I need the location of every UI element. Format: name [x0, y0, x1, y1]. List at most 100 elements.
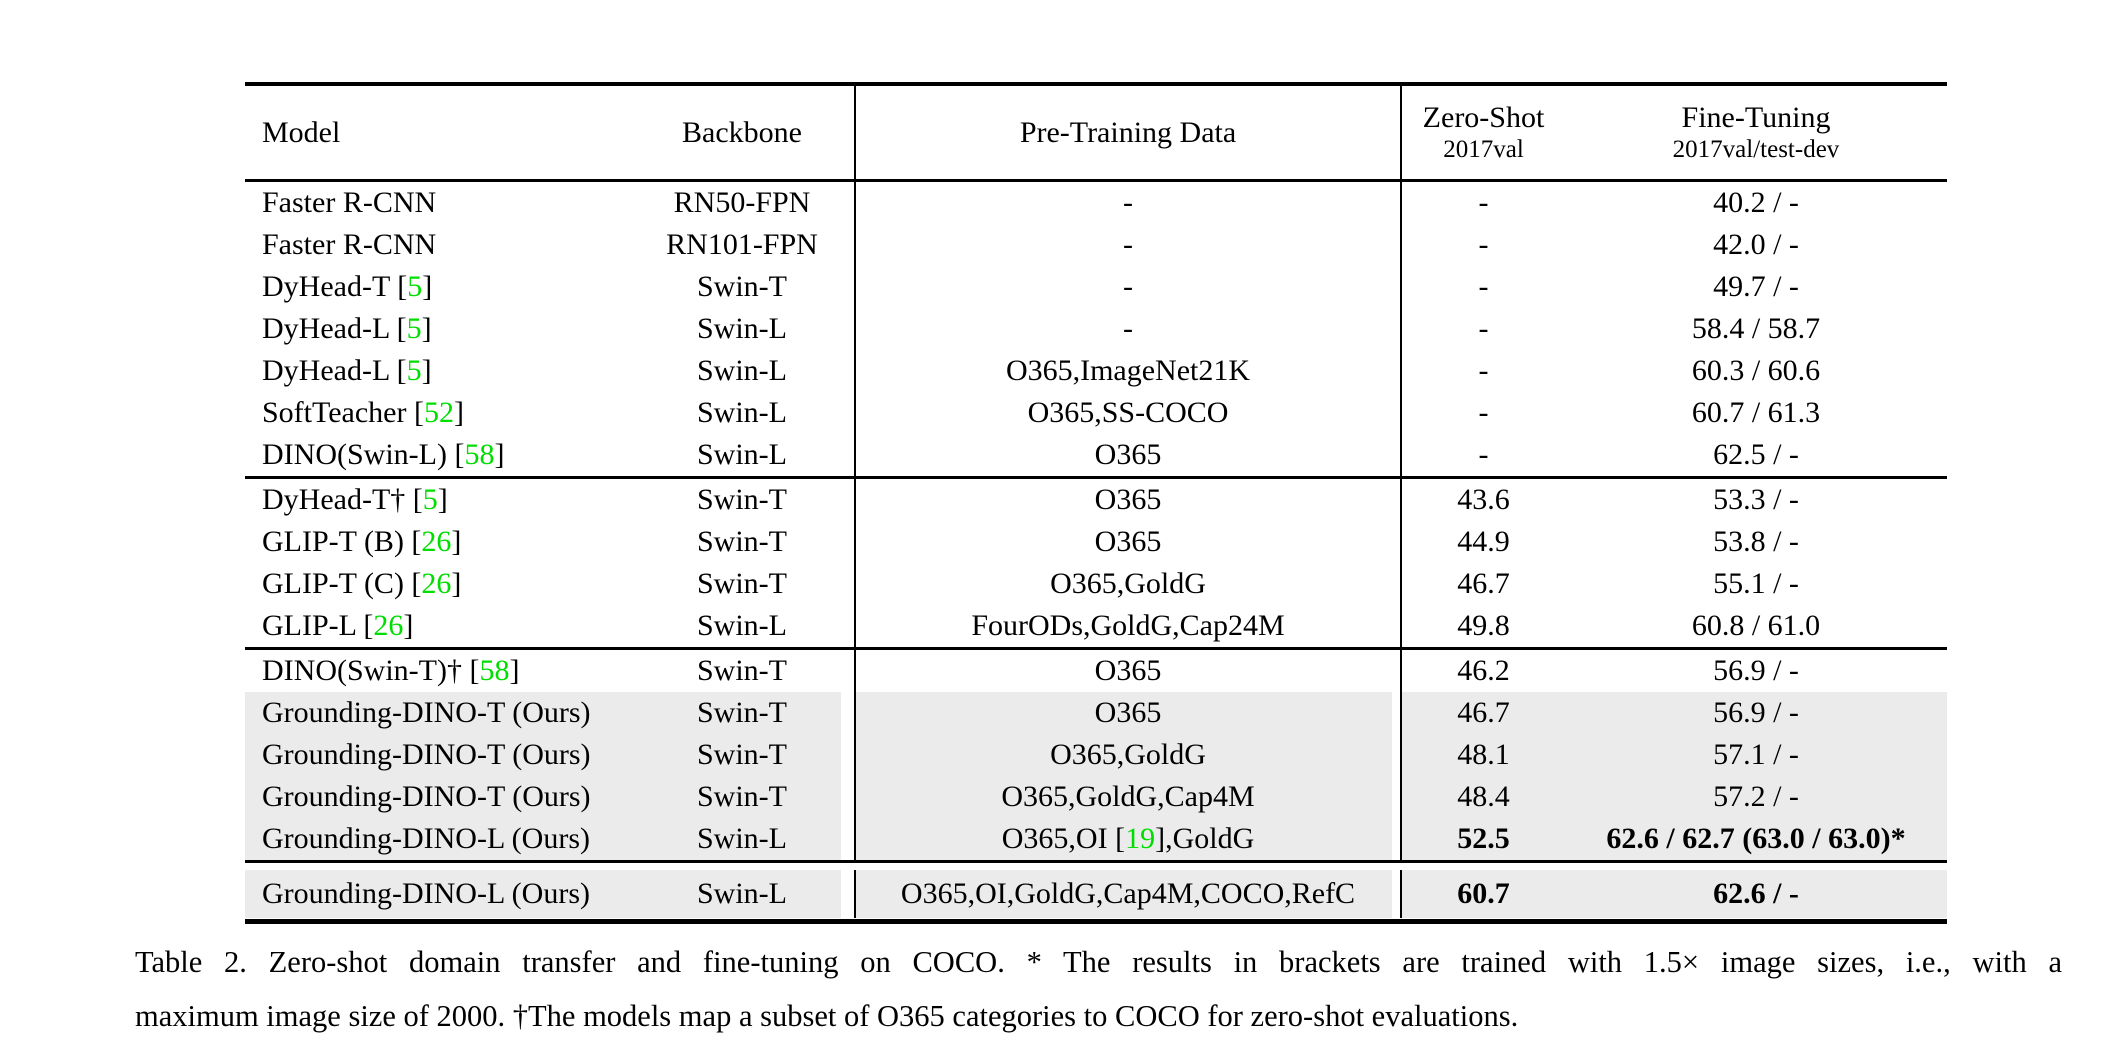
citation-link[interactable]: 5: [422, 483, 438, 516]
citation-link[interactable]: 5: [407, 270, 423, 303]
cell-model: Grounding-DINO-T (Ours): [245, 692, 630, 734]
cell-finetune: 57.2 / -: [1565, 776, 1947, 818]
cell-pretrain: O365,GoldG: [854, 563, 1400, 605]
cell-model: GLIP-L [26]: [262, 609, 414, 642]
cell-zeroshot: 48.1: [1400, 734, 1565, 776]
cell-backbone: Swin-T: [697, 654, 787, 687]
cell-model: DyHead-T† [5]: [262, 483, 448, 516]
table-row: GLIP-T (C) [26] Swin-T O365,GoldG 46.7 55.1 …: [245, 563, 1947, 605]
caption-line-1: Table 2. Zero-shot domain transfer and f…: [135, 945, 2062, 979]
cell-finetune: 42.0 / -: [1713, 228, 1799, 261]
cell-backbone: Swin-L: [697, 609, 787, 642]
cell-backbone: Swin-L: [630, 870, 854, 918]
table-row: DyHead-T [5] Swin-T - - 49.7 / -: [245, 266, 1947, 308]
cell-finetune: 62.5 / -: [1713, 438, 1799, 471]
table-row: Faster R-CNN RN50-FPN - - 40.2 / -: [245, 182, 1947, 224]
cell-model: DINO(Swin-T)† [58]: [262, 654, 520, 687]
citation-link[interactable]: 26: [421, 525, 452, 558]
cell-pretrain: O365: [854, 692, 1400, 734]
cell-zeroshot: 46.2: [1400, 650, 1565, 692]
col-header-zeroshot-subtitle: 2017val: [1443, 136, 1524, 164]
cell-backbone: Swin-T: [630, 734, 854, 776]
cell-model: DyHead-L [5]: [262, 354, 432, 387]
cell-model: GLIP-T (B) [26]: [262, 525, 462, 558]
cell-finetune: 56.9 / -: [1565, 692, 1947, 734]
table-row: Grounding-DINO-T (Ours) Swin-T O365,GoldG 4…: [245, 734, 1947, 776]
citation-link[interactable]: 58: [464, 438, 495, 471]
col-header-backbone: Backbone: [682, 115, 802, 149]
cell-model: DyHead-T [5]: [262, 270, 433, 303]
col-header-zeroshot: Zero-Shot 2017val: [1400, 86, 1565, 179]
cell-model: Grounding-DINO-L (Ours): [245, 870, 630, 918]
table-row: DyHead-L [5] Swin-L - - 58.4 / 58.7: [245, 308, 1947, 350]
table-group-3: DINO(Swin-T)† [58] Swin-T O365 46.2 56.9 / -…: [245, 647, 1947, 860]
cell-pretrain: -: [854, 266, 1400, 308]
table-group-4: Grounding-DINO-L (Ours) Swin-L O365,OI,Gol…: [245, 860, 1947, 919]
table-group-2: DyHead-T† [5] Swin-T O365 43.6 53.3 / - GLIP-…: [245, 476, 1947, 647]
cell-zeroshot: 46.7: [1400, 563, 1565, 605]
cell-backbone: Swin-L: [697, 438, 787, 471]
cell-backbone: Swin-T: [697, 270, 787, 303]
cell-finetune: 55.1 / -: [1713, 567, 1799, 600]
citation-link[interactable]: 52: [423, 396, 454, 429]
cell-zeroshot: -: [1400, 350, 1565, 392]
cell-zeroshot: -: [1400, 308, 1565, 350]
citation-link[interactable]: 26: [373, 609, 404, 642]
citation-link[interactable]: 58: [479, 654, 510, 687]
cell-finetune: 62.6 / 62.7 (63.0 / 63.0)*: [1565, 818, 1947, 860]
citation-link[interactable]: 5: [406, 354, 422, 387]
cell-finetune: 58.4 / 58.7: [1691, 312, 1821, 345]
col-header-finetune: Fine-Tuning 2017val/test-dev: [1565, 86, 1947, 179]
table-group-1: Faster R-CNN RN50-FPN - -40.2 / - Faster R-C…: [245, 182, 1947, 476]
cell-pretrain: -: [854, 224, 1400, 266]
cell-pretrain: O365,GoldG,Cap4M: [854, 776, 1400, 818]
table-row: DyHead-L [5] Swin-L O365,ImageNet21K - 60.3 …: [245, 350, 1947, 392]
table-row: SoftTeacher [52] Swin-L O365,SS-COCO - 60.7 …: [245, 392, 1947, 434]
cell-zeroshot: 60.7: [1400, 870, 1565, 918]
cell-zeroshot: 46.7: [1400, 692, 1565, 734]
cell-backbone: Swin-T: [630, 776, 854, 818]
citation-link[interactable]: 26: [421, 567, 452, 600]
cell-zeroshot: -: [1400, 434, 1565, 476]
cell-finetune: 57.1 / -: [1565, 734, 1947, 776]
table-row: GLIP-L [26] Swin-L FourODs,GoldG,Cap24M 49.…: [245, 605, 1947, 647]
table-row: DyHead-T† [5] Swin-T O365 43.6 53.3 / -: [245, 479, 1947, 521]
table-caption: Table 2. Zero-shot domain transfer and f…: [135, 935, 2062, 1043]
citation-link[interactable]: 19: [1125, 822, 1156, 855]
col-header-zeroshot-title: Zero-Shot: [1422, 101, 1545, 135]
cell-zeroshot: 49.8: [1400, 605, 1565, 647]
cell-pretrain: O365,OI,GoldG,Cap4M,COCO,RefC: [854, 870, 1400, 918]
cell-finetune: 62.6 / -: [1565, 870, 1947, 918]
cell-zeroshot: -: [1400, 224, 1565, 266]
cell-zeroshot: 48.4: [1400, 776, 1565, 818]
cell-backbone: Swin-L: [630, 818, 854, 860]
citation-link[interactable]: 5: [406, 312, 422, 345]
cell-backbone: Swin-T: [697, 567, 787, 600]
table-body: Faster R-CNN RN50-FPN - -40.2 / - Faster R-C…: [245, 182, 1947, 919]
cell-finetune: 60.8 / 61.0: [1691, 609, 1821, 642]
cell-model: DINO(Swin-L) [58]: [262, 438, 505, 471]
cell-zeroshot: -: [1400, 392, 1565, 434]
cell-pretrain: O365,SS-COCO: [854, 392, 1400, 434]
cell-finetune: 60.7 / 61.3: [1691, 396, 1821, 429]
table-top-rule: [245, 82, 1947, 86]
cell-backbone: Swin-L: [697, 396, 787, 429]
cell-zeroshot: 44.9: [1400, 521, 1565, 563]
cell-finetune: 49.7 / -: [1713, 270, 1799, 303]
cell-pretrain: O365: [854, 521, 1400, 563]
cell-model: Grounding-DINO-L (Ours): [245, 818, 630, 860]
cell-model: Grounding-DINO-T (Ours): [245, 776, 630, 818]
table-row: Grounding-DINO-L (Ours) Swin-L O365,OI [19…: [245, 818, 1947, 860]
cell-model: Faster R-CNN: [262, 228, 437, 261]
table-row: Grounding-DINO-L (Ours) Swin-L O365,OI,Gol…: [245, 870, 1947, 918]
table-bottom-rule: [245, 919, 1947, 924]
cell-pretrain: O365: [854, 434, 1400, 476]
cell-pretrain: -: [854, 308, 1400, 350]
cell-backbone: RN50-FPN: [673, 186, 811, 219]
cell-finetune: 56.9 / -: [1713, 654, 1799, 687]
cell-zeroshot: -: [1400, 182, 1565, 224]
table-row: Grounding-DINO-T (Ours) Swin-T O365 46.7 56.…: [245, 692, 1947, 734]
col-header-model: Model: [262, 115, 341, 149]
cell-finetune: 40.2 / -: [1713, 186, 1799, 219]
